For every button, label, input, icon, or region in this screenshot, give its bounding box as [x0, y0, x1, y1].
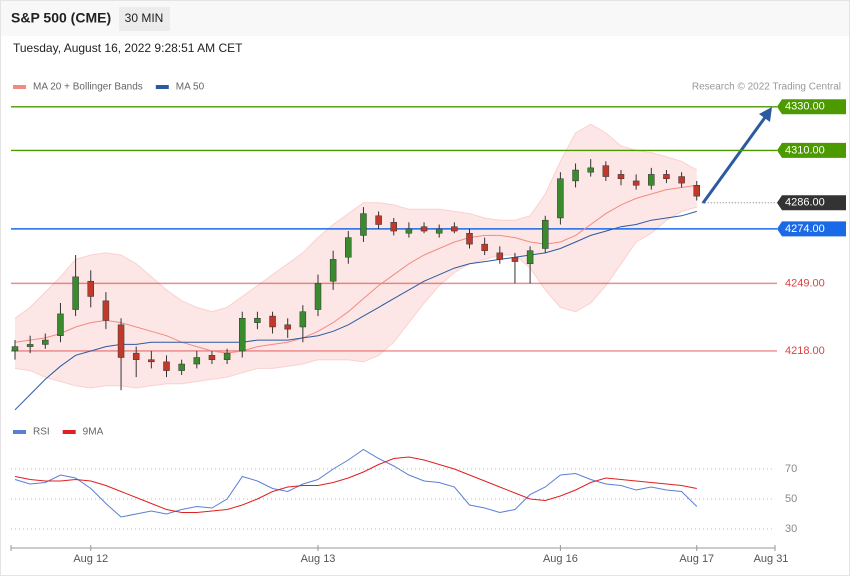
level-label-box [777, 221, 846, 237]
legend-swatch [13, 430, 26, 434]
candle-body [602, 165, 610, 177]
chart-title: S&P 500 (CME) [11, 10, 111, 26]
arrow-head [759, 107, 772, 122]
legend-label: MA 50 [176, 82, 205, 93]
interval-box[interactable] [119, 7, 170, 31]
x-tick-label: Aug 13 [301, 553, 336, 565]
candle-body [208, 355, 216, 360]
candle-body [435, 228, 443, 234]
candle-body [360, 213, 367, 236]
candle-body [451, 226, 458, 232]
candle-body [526, 250, 534, 265]
y-tick-label: 30 [785, 523, 797, 535]
interval[interactable]: 30 MIN [125, 11, 164, 25]
rsi-line [14, 456, 697, 513]
candle-body [254, 318, 261, 323]
candle-body [572, 169, 579, 182]
candle-body [26, 344, 34, 347]
level-label: 4310.00 [785, 144, 825, 156]
candle-body [420, 226, 428, 232]
level-label-box [777, 99, 846, 115]
candle-body [239, 318, 246, 352]
candle-body [132, 352, 140, 360]
candle-body [587, 167, 594, 173]
candle-body [511, 256, 519, 262]
subtitle: Tuesday, August 16, 2022 9:28:51 AM CET [13, 41, 243, 55]
candle-body [663, 174, 670, 179]
ma-line [14, 210, 697, 411]
forecast-arrow [701, 115, 768, 204]
legend-label: 9MA [83, 427, 104, 438]
legend-swatch [13, 85, 26, 89]
candle-body [117, 324, 125, 358]
candle-body [375, 215, 382, 225]
level-label-box [777, 142, 846, 158]
candle-body [466, 232, 473, 245]
candle-body [329, 259, 337, 282]
candle-body [148, 359, 155, 363]
candle-body [405, 228, 413, 234]
candle-body [299, 311, 307, 328]
candle-body [345, 237, 352, 258]
candle-body [163, 361, 170, 371]
credit: Research © 2022 Trading Central [692, 82, 841, 93]
level-label: 4330.00 [785, 101, 825, 113]
x-axis-end-label: Aug 31 [754, 553, 789, 565]
candle-body [102, 300, 110, 321]
bollinger-lower [14, 206, 697, 389]
x-tick-label: Aug 12 [73, 553, 108, 565]
rsi-line [14, 448, 698, 518]
level-label: 4218.00 [785, 345, 825, 357]
candle-body [178, 363, 185, 371]
candle-body [557, 178, 564, 219]
candle-body [496, 252, 504, 260]
candle-body [57, 313, 64, 336]
candle-body [87, 280, 94, 297]
bollinger-fill [15, 124, 697, 389]
legend-label: MA 20 + Bollinger Bands [33, 82, 143, 93]
candle-body [648, 174, 655, 186]
legend-swatch [62, 430, 76, 434]
candle-body [693, 185, 700, 197]
y-tick-label: 70 [785, 463, 797, 475]
candle-body [193, 357, 201, 365]
candle-body [617, 174, 625, 179]
level-label: 4286.00 [785, 197, 825, 209]
candle-body [678, 176, 685, 184]
bollinger-upper [14, 123, 698, 319]
ma-line [14, 184, 697, 354]
candle-body [632, 180, 640, 186]
candle-body [314, 283, 322, 310]
x-tick-label: Aug 16 [543, 553, 578, 565]
y-tick-label: 50 [785, 493, 797, 505]
level-label-box [777, 195, 846, 211]
candle-body [542, 219, 549, 249]
legend-label: RSI [33, 427, 50, 438]
level-label: 4274.00 [785, 223, 825, 235]
level-label: 4249.00 [785, 277, 825, 289]
candle-body [390, 222, 397, 232]
candle-body [72, 276, 79, 310]
candle-body [284, 324, 291, 330]
candle-body [42, 339, 49, 345]
candle-body [223, 352, 231, 360]
legend-swatch [155, 85, 169, 89]
x-tick-label: Aug 17 [679, 553, 714, 565]
candle-body [481, 243, 488, 251]
candle-body [11, 346, 19, 352]
candle-body [269, 315, 276, 328]
